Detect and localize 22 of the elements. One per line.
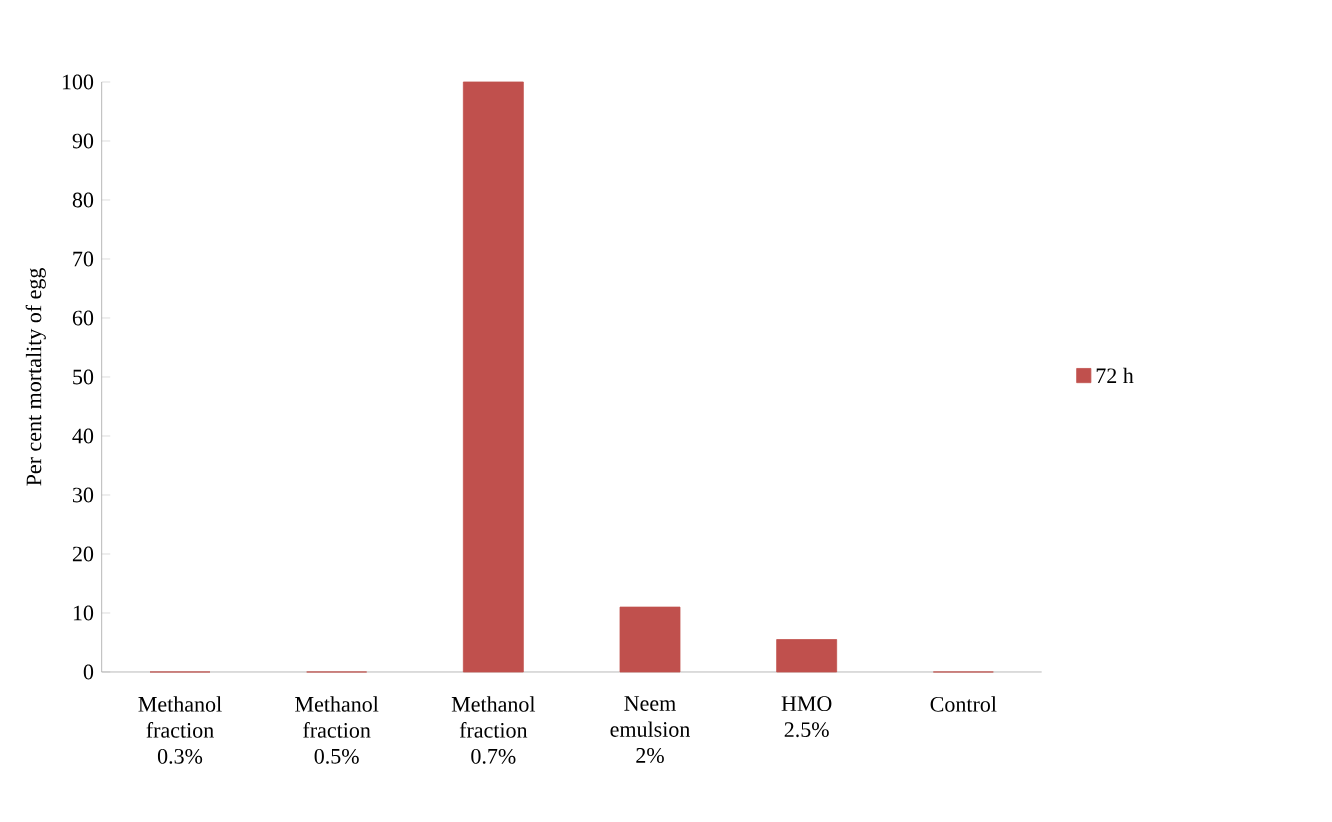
x-tick-label: Methanol fraction 0.3%: [138, 696, 222, 764]
bar: [462, 81, 524, 673]
y-tick-label: 40: [72, 428, 94, 444]
x-tick-label: Methanol fraction 0.7%: [451, 696, 536, 764]
y-tick-label: 50: [73, 369, 94, 385]
x-tick-label: Control: [930, 696, 997, 712]
x-tick-label: HMO 2.5%: [781, 696, 832, 738]
y-tick-label: 60: [72, 310, 94, 326]
y-tick-label: 30: [73, 487, 94, 503]
y-axis-title: Per cent mortality of egg: [25, 268, 46, 486]
y-tick-label: 70: [73, 251, 94, 267]
bar: [776, 639, 838, 673]
x-tick-label: Methanol fraction 0.5%: [295, 696, 379, 764]
y-tick-label: 100: [62, 74, 94, 90]
y-tick-label: 20: [72, 546, 94, 562]
bar: [619, 606, 681, 673]
x-tick-label: Neem emulsion 2%: [610, 696, 691, 763]
y-tick-label: 80: [72, 192, 94, 208]
y-tick-label: 0: [83, 664, 94, 680]
legend-label: 72 h: [1096, 367, 1134, 383]
y-tick-label: 90: [72, 133, 94, 149]
y-tick-label: 10: [73, 605, 94, 621]
